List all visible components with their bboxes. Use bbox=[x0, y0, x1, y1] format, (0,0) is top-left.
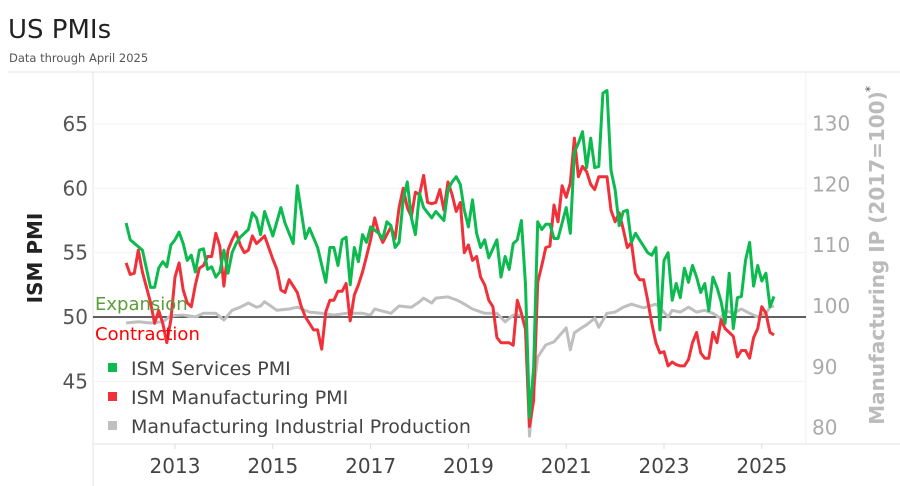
x-tick-label: 2025 bbox=[736, 454, 787, 478]
y-tick-label: 55 bbox=[63, 241, 88, 265]
legend-swatch-ip bbox=[108, 421, 117, 430]
series-lines bbox=[124, 89, 776, 438]
y-axis-label: ISM PMI bbox=[23, 213, 47, 304]
x-tick-label: 2013 bbox=[150, 454, 201, 478]
series-line-services bbox=[124, 89, 776, 419]
legend: ISM Services PMI ISM Manufacturing PMI M… bbox=[108, 358, 471, 438]
y-tick-label: 60 bbox=[63, 176, 88, 200]
legend-services: ISM Services PMI bbox=[131, 358, 291, 380]
axis-ticks: 45 50 55 60 65 80 90 100 110 120 130 2013 2015 2017 20… bbox=[63, 112, 851, 478]
x-tick-label: 2023 bbox=[639, 454, 690, 478]
series-line-industrial-production bbox=[125, 295, 775, 438]
y2-tick-label: 110 bbox=[812, 233, 850, 257]
y2-tick-label: 100 bbox=[812, 294, 850, 318]
x-tick-label: 2019 bbox=[443, 454, 494, 478]
y2-tick-label: 80 bbox=[812, 416, 837, 440]
y-tick-label: 50 bbox=[63, 305, 88, 329]
y-tick-label: 45 bbox=[63, 369, 88, 393]
legend-swatch-services bbox=[108, 363, 117, 372]
page-subtitle: Data through April 2025 bbox=[9, 51, 148, 65]
y2-tick-label: 130 bbox=[812, 112, 850, 136]
y2-axis-label-group: Manufacturing IP (2017=100) * bbox=[863, 86, 889, 425]
page-title: US PMIs bbox=[8, 15, 111, 45]
legend-manufacturing: ISM Manufacturing PMI bbox=[131, 387, 348, 409]
x-tick-label: 2021 bbox=[541, 454, 592, 478]
y2-tick-label: 90 bbox=[812, 355, 837, 379]
expansion-label: Expansion bbox=[95, 294, 188, 315]
y2-axis-asterisk: * bbox=[863, 86, 877, 92]
x-tick-label: 2015 bbox=[247, 454, 298, 478]
y2-tick-label: 120 bbox=[812, 172, 850, 196]
x-tick-label: 2017 bbox=[345, 454, 396, 478]
legend-swatch-manufacturing bbox=[108, 392, 117, 401]
y2-axis-label: Manufacturing IP (2017=100) bbox=[865, 91, 889, 424]
legend-ip: Manufacturing Industrial Production bbox=[131, 416, 471, 438]
contraction-label: Contraction bbox=[95, 324, 200, 345]
y-tick-label: 65 bbox=[63, 112, 88, 136]
